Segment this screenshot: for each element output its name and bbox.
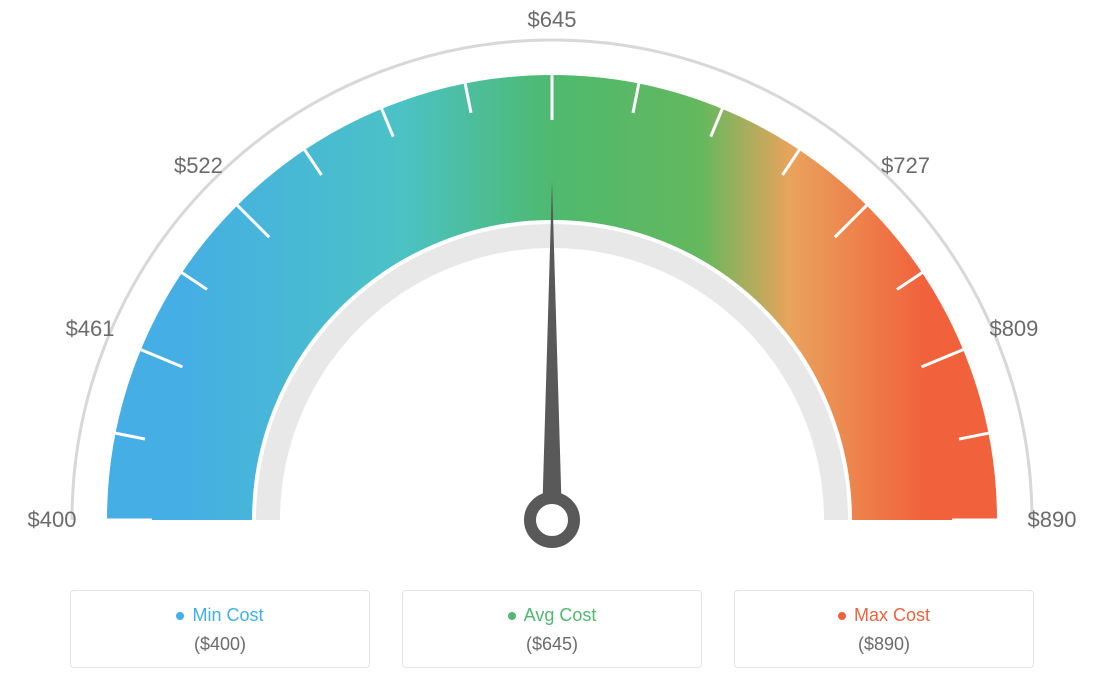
legend-card-max: Max Cost ($890) xyxy=(734,590,1034,668)
legend-card-min: Min Cost ($400) xyxy=(70,590,370,668)
legend-dot-avg xyxy=(508,612,516,620)
legend-label-min: Min Cost xyxy=(192,605,263,626)
gauge-tick-label: $400 xyxy=(28,507,77,533)
legend-title-min: Min Cost xyxy=(176,605,263,626)
gauge-tick-label: $727 xyxy=(881,153,930,179)
gauge-tick-label: $522 xyxy=(174,153,223,179)
gauge-tick-label: $809 xyxy=(989,316,1038,342)
legend-dot-min xyxy=(176,612,184,620)
legend-label-avg: Avg Cost xyxy=(524,605,597,626)
gauge-tick-label: $461 xyxy=(66,316,115,342)
gauge-tick-label: $645 xyxy=(528,7,577,33)
legend-value-max: ($890) xyxy=(735,634,1033,655)
legend-title-max: Max Cost xyxy=(838,605,930,626)
gauge-tick-label: $890 xyxy=(1028,507,1077,533)
legend-row: Min Cost ($400) Avg Cost ($645) Max Cost… xyxy=(0,590,1104,668)
legend-label-max: Max Cost xyxy=(854,605,930,626)
legend-value-min: ($400) xyxy=(71,634,369,655)
gauge-chart: $400 $461 $522 $645 $727 $809 $890 xyxy=(0,0,1104,560)
legend-dot-max xyxy=(838,612,846,620)
legend-card-avg: Avg Cost ($645) xyxy=(402,590,702,668)
legend-value-avg: ($645) xyxy=(403,634,701,655)
legend-title-avg: Avg Cost xyxy=(508,605,597,626)
gauge-svg xyxy=(0,0,1104,560)
